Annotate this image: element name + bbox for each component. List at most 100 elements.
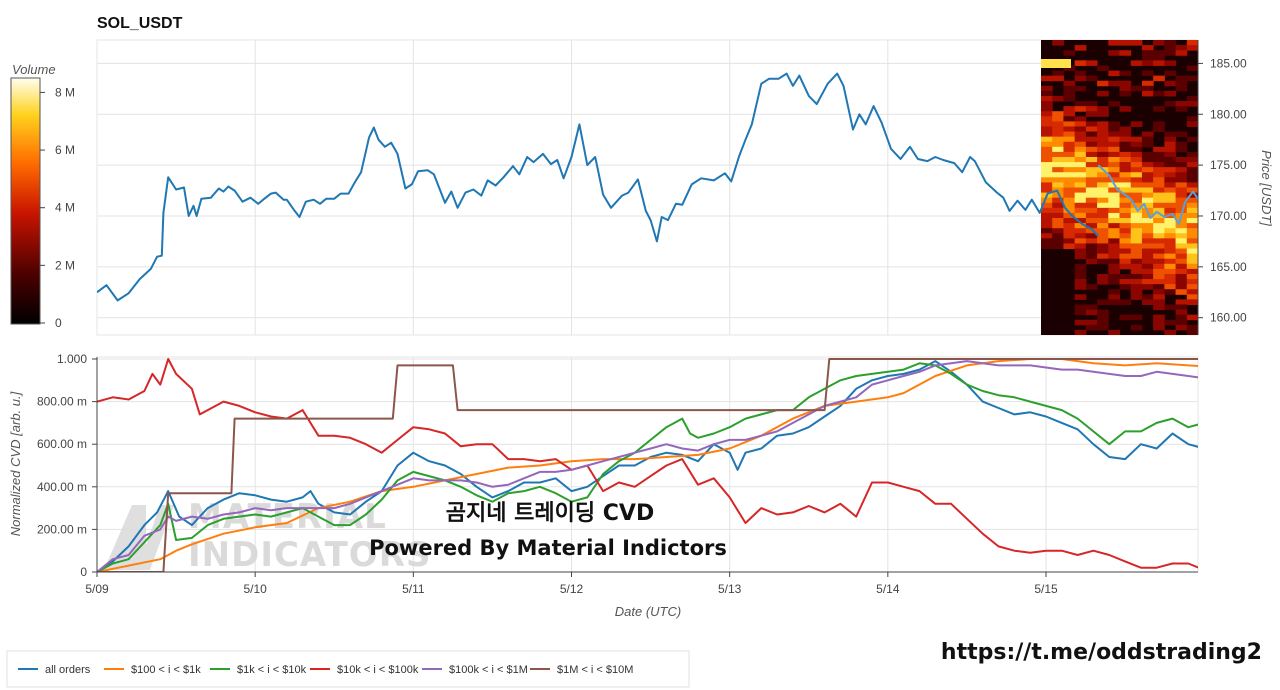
heatmap-cell xyxy=(1085,187,1098,194)
heatmap-cell xyxy=(1074,319,1087,326)
heatmap-cell xyxy=(1130,268,1143,275)
heatmap-cell xyxy=(1108,197,1120,204)
heatmap-cell xyxy=(1074,228,1087,234)
heatmap-cell xyxy=(1153,156,1165,163)
heatmap-cell xyxy=(1130,294,1143,300)
heatmap-cell xyxy=(1164,187,1177,194)
heatmap-cell xyxy=(1074,273,1087,280)
heatmap-cell xyxy=(1097,121,1109,127)
heatmap-cell xyxy=(1130,263,1143,270)
heatmap-cell xyxy=(1108,218,1120,224)
heatmap-cell xyxy=(1153,324,1165,331)
heatmap-cell xyxy=(1041,207,1053,214)
heatmap-cell xyxy=(1130,228,1143,234)
heatmap-cell xyxy=(1052,187,1064,194)
heatmap-cell xyxy=(1074,304,1087,311)
heatmap-cell xyxy=(1164,238,1177,244)
heatmap-cell xyxy=(1097,156,1109,163)
heatmap-cell xyxy=(1041,85,1053,92)
heatmap-cell xyxy=(1186,253,1198,260)
heatmap-cell xyxy=(1186,279,1198,285)
heatmap-cell xyxy=(1141,197,1154,204)
heatmap-cell xyxy=(1175,319,1188,326)
price-line-0 xyxy=(97,72,1099,302)
heatmap-cell xyxy=(1130,40,1143,46)
heatmap-cell xyxy=(1130,187,1143,194)
heatmap-cell xyxy=(1108,80,1120,87)
heatmap-cell xyxy=(1097,80,1109,87)
heatmap-cell xyxy=(1108,146,1120,153)
heatmap-cell xyxy=(1041,136,1053,143)
heatmap-cell xyxy=(1085,324,1098,331)
heatmap-cell xyxy=(1175,238,1188,244)
telegram-link[interactable]: https://t.me/oddstrading2 xyxy=(941,640,1262,665)
heatmap-cell xyxy=(1164,151,1177,158)
heatmap-cell xyxy=(1097,182,1109,188)
heatmap-cell xyxy=(1130,218,1143,224)
heatmap-cell xyxy=(1164,223,1177,229)
heatmap-cell xyxy=(1085,136,1098,143)
heatmap-cell xyxy=(1041,151,1053,158)
heatmap-cell xyxy=(1186,40,1198,46)
heatmap-cell xyxy=(1130,202,1143,209)
heatmap-cell xyxy=(1041,182,1053,188)
heatmap-cell xyxy=(1141,299,1154,305)
heatmap-cell xyxy=(1186,177,1198,183)
heatmap-cell xyxy=(1130,60,1143,66)
heatmap-cell xyxy=(1130,136,1143,143)
heatmap-cell xyxy=(1085,304,1098,311)
heatmap-cell xyxy=(1052,228,1064,234)
legend-label: all orders xyxy=(45,664,91,676)
heatmap-cell xyxy=(1130,177,1143,183)
heatmap-cell xyxy=(1164,141,1177,148)
heatmap-cell xyxy=(1153,263,1165,270)
heatmap-cell xyxy=(1141,141,1154,148)
heatmap-cell xyxy=(1164,192,1177,199)
heatmap-cell xyxy=(1175,258,1188,265)
heatmap-cell xyxy=(1141,192,1154,199)
heatmap-cell xyxy=(1164,258,1177,265)
heatmap-cell xyxy=(1119,187,1132,194)
heatmap-cell xyxy=(1052,156,1064,163)
heatmap-cell xyxy=(1097,90,1109,97)
cvd-y-tick-label: 200.00 m xyxy=(37,522,87,536)
heatmap-cell xyxy=(1108,187,1120,194)
heatmap-cell xyxy=(1164,131,1177,138)
heatmap-cell xyxy=(1119,126,1132,133)
heatmap-cell xyxy=(1119,212,1132,219)
heatmap-cell xyxy=(1175,233,1188,239)
heatmap-cell xyxy=(1130,167,1143,173)
price-line-1 xyxy=(1097,164,1198,226)
heatmap-cell xyxy=(1052,151,1064,158)
heatmap-cell xyxy=(1085,192,1098,199)
heatmap-cell xyxy=(1063,116,1076,122)
heatmap-cell xyxy=(1130,192,1143,199)
heatmap-cell xyxy=(1041,172,1053,178)
orderbook-heatmap xyxy=(1041,40,1198,335)
heatmap-cell xyxy=(1085,156,1098,163)
heatmap-cell xyxy=(1041,187,1053,194)
heatmap-cell xyxy=(1175,253,1188,260)
heatmap-cell xyxy=(1141,243,1154,250)
heatmap-cell xyxy=(1153,40,1165,46)
colorbar-tick-label: 6 M xyxy=(55,143,75,157)
heatmap-cell xyxy=(1041,126,1053,133)
heatmap-cell xyxy=(1175,248,1188,255)
heatmap-cell xyxy=(1041,243,1053,250)
heatmap-cell xyxy=(1097,223,1109,229)
heatmap-cell xyxy=(1074,167,1087,173)
colorbar-ticks: 0 2 M 4 M 6 M 8 M xyxy=(40,85,75,330)
heatmap-cell xyxy=(1175,197,1188,204)
heatmap-cell xyxy=(1085,309,1098,316)
heatmap-cell xyxy=(1153,197,1165,204)
heatmap-cell xyxy=(1052,202,1064,209)
heatmap-cell xyxy=(1063,85,1076,92)
colorbar-tick-label: 8 M xyxy=(55,85,75,99)
heatmap-cell xyxy=(1097,151,1109,158)
heatmap-cell xyxy=(1074,187,1087,194)
heatmap-cell xyxy=(1164,172,1177,178)
heatmap-cell xyxy=(1119,106,1132,112)
heatmap-cell xyxy=(1186,329,1198,335)
heatmap-cell xyxy=(1130,85,1143,92)
